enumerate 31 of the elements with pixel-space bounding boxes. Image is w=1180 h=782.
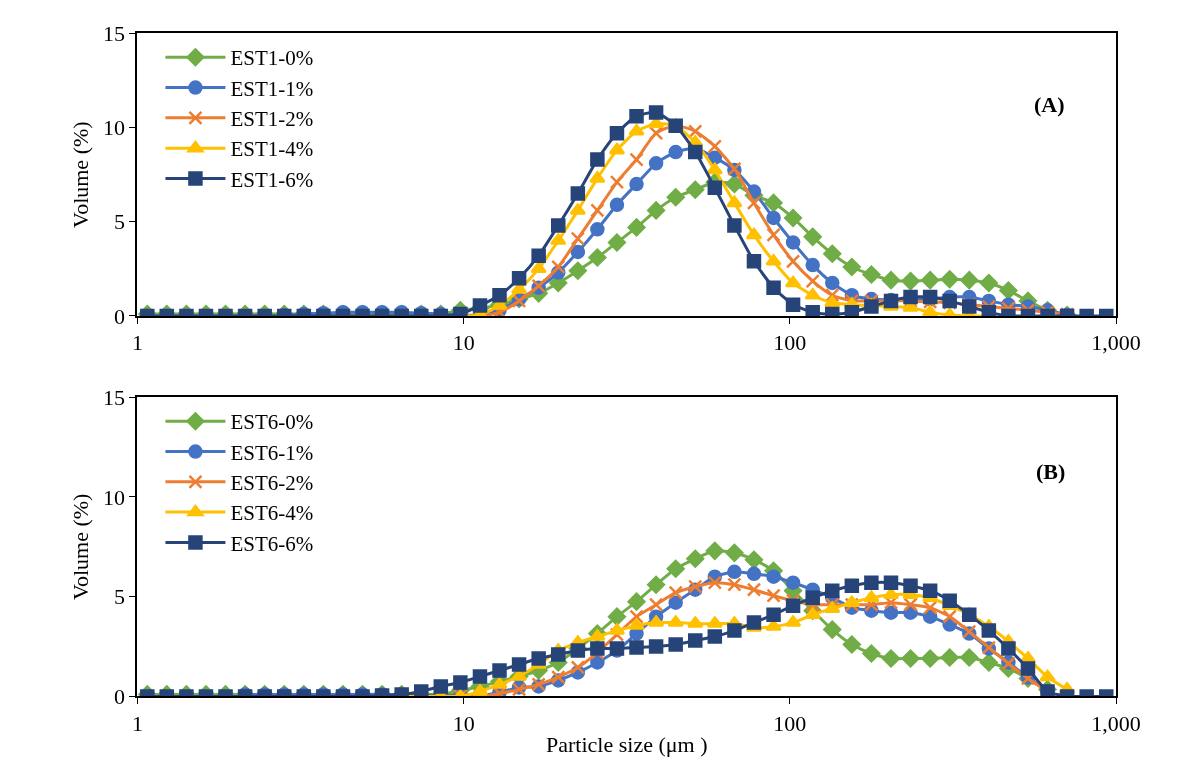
annotation: (A): [1034, 92, 1065, 117]
y-tick-label: 15: [103, 384, 126, 410]
legend-label: EST1-2%: [230, 107, 314, 132]
x-tick-label: 1: [131, 330, 143, 356]
legend-label: EST1-4%: [230, 137, 314, 162]
x-axis-title: Particle size (μm ): [546, 732, 708, 758]
legend-label: EST6-1%: [230, 440, 314, 465]
x-tick-label: 1,000: [1091, 710, 1141, 736]
legend-label: EST6-4%: [230, 501, 314, 526]
x-tick-label: 100: [773, 710, 807, 736]
y-tick-label: 5: [114, 209, 126, 235]
legend-label: EST6-0%: [230, 410, 314, 435]
y-tick-label: 0: [114, 303, 126, 329]
legend-label: EST6-6%: [230, 531, 314, 556]
y-axis-title: Volume (%): [68, 121, 94, 228]
legend-label: EST1-1%: [230, 76, 314, 101]
y-tick-label: 10: [103, 115, 126, 141]
y-tick-label: 10: [103, 484, 126, 510]
y-tick-label: 0: [114, 684, 126, 710]
y-tick-label: 5: [114, 584, 126, 610]
x-tick-label: 1,000: [1091, 330, 1141, 356]
x-tick-label: 10: [452, 710, 475, 736]
legend-label: EST6-2%: [230, 471, 314, 495]
annotation: (B): [1036, 459, 1066, 484]
legend-label: EST1-0%: [230, 46, 314, 71]
x-tick-label: 1: [131, 710, 143, 736]
x-tick-label: 100: [773, 330, 807, 356]
y-axis-title: Volume (%): [68, 493, 94, 601]
legend-label: EST1-6%: [230, 167, 314, 192]
y-tick-label: 15: [103, 21, 126, 46]
x-tick-label: 10: [452, 330, 475, 356]
